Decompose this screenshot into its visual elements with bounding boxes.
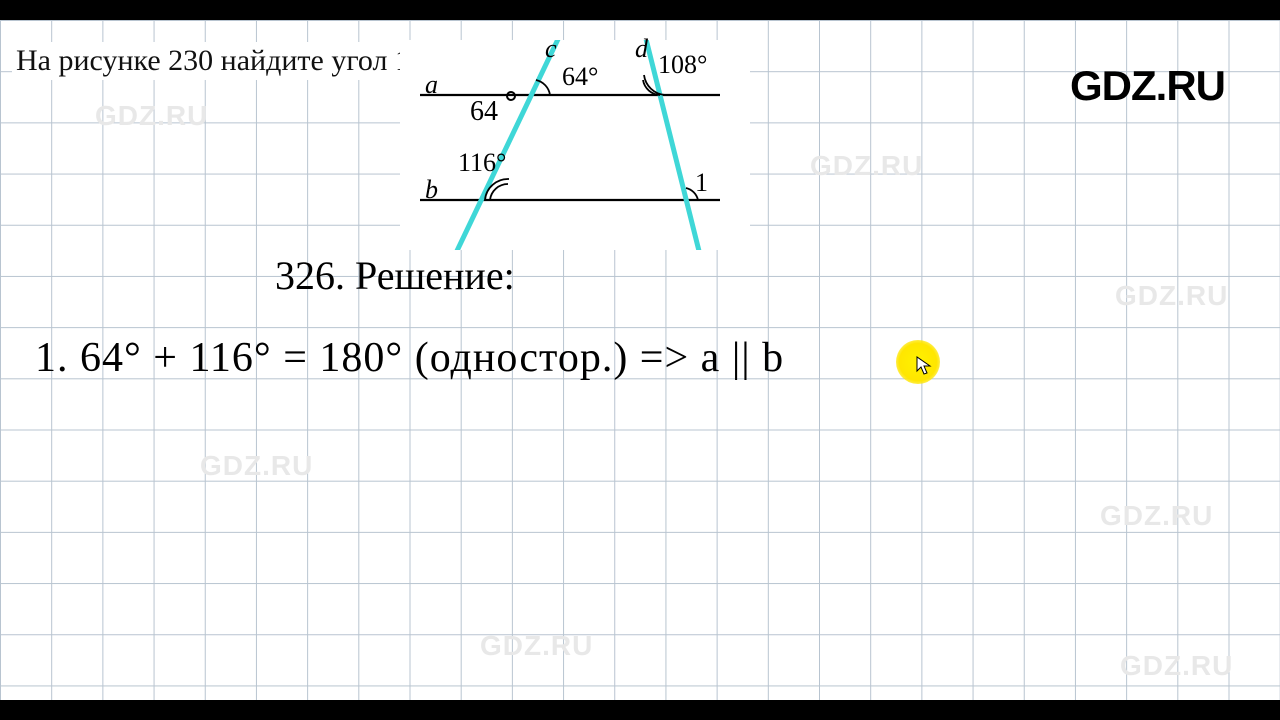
label-a: a bbox=[425, 70, 438, 100]
watermark: GDZ.RU bbox=[95, 100, 208, 132]
angle-1: 1 bbox=[695, 168, 708, 198]
label-c: c bbox=[545, 34, 557, 64]
angle-108: 108° bbox=[658, 50, 707, 80]
watermark: GDZ.RU bbox=[480, 630, 593, 662]
angle-116: 116° bbox=[458, 148, 506, 178]
angle-64: 64° bbox=[562, 62, 598, 92]
task-text: На рисунке 230 найдите угол 1. bbox=[12, 42, 421, 80]
watermark: GDZ.RU bbox=[1120, 650, 1233, 682]
handwritten-64: 64 bbox=[470, 96, 498, 128]
watermark: GDZ.RU bbox=[200, 450, 313, 482]
mouse-cursor-icon bbox=[916, 356, 932, 376]
label-d: d bbox=[635, 34, 648, 64]
solution-header: 326. Решение: bbox=[275, 252, 515, 299]
watermark: GDZ.RU bbox=[1115, 280, 1228, 312]
site-logo: GDZ.RU bbox=[1070, 62, 1225, 110]
watermark: GDZ.RU bbox=[810, 150, 923, 182]
watermark: GDZ.RU bbox=[1100, 500, 1213, 532]
label-b: b bbox=[425, 175, 438, 205]
graph-paper: GDZ.RU GDZ.RU GDZ.RU GDZ.RU GDZ.RU GDZ.R… bbox=[0, 20, 1280, 700]
solution-line-1: 1. 64° + 116° = 180° (одностор.) => a ||… bbox=[35, 334, 784, 382]
geometry-diagram: a b c d 64° 108° 116° 1 64 bbox=[400, 40, 750, 250]
